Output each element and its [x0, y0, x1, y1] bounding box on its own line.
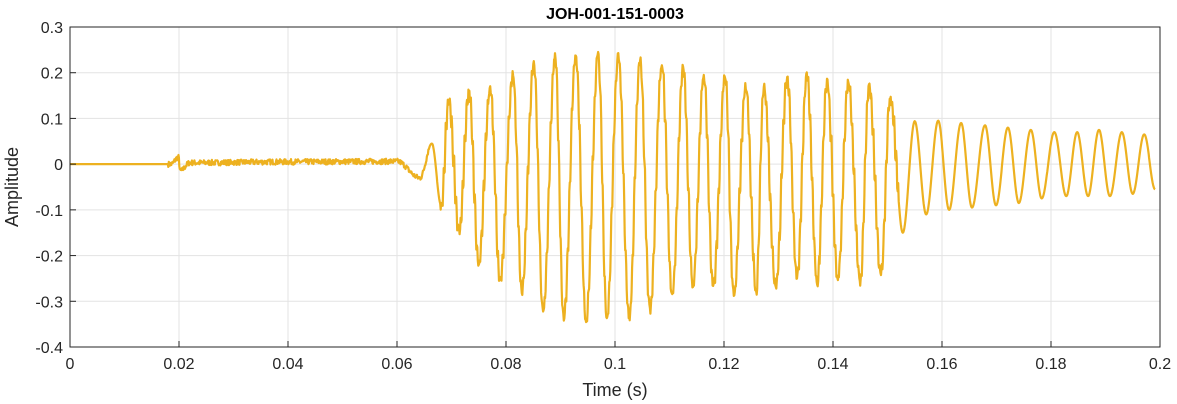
- waveform-series: [69, 50, 1156, 324]
- y-tick-label: -0.1: [35, 203, 63, 220]
- y-tick-label: -0.4: [35, 340, 63, 357]
- x-tick-label: 0.08: [490, 356, 521, 373]
- x-tick-label: 0: [66, 356, 75, 373]
- y-tick-label: 0: [54, 157, 63, 174]
- x-axis-label: Time (s): [582, 380, 647, 400]
- x-tick-label: 0.04: [272, 356, 303, 373]
- x-tick-label: 0.16: [926, 356, 957, 373]
- waveform-line: [69, 50, 1156, 324]
- x-tick-label: 0.12: [708, 356, 739, 373]
- y-tick-label: -0.2: [35, 249, 63, 266]
- x-tick-label: 0.1: [604, 356, 626, 373]
- x-tick-label: 0.2: [1149, 356, 1171, 373]
- x-tick-label: 0.06: [381, 356, 412, 373]
- y-tick-label: 0.1: [41, 111, 63, 128]
- y-tick-label: 0.3: [41, 20, 63, 37]
- chart-title: JOH-001-151-0003: [546, 6, 684, 23]
- x-tick-label: 0.18: [1035, 356, 1066, 373]
- y-tick-label: -0.3: [35, 294, 63, 311]
- x-tick-label: 0.02: [163, 356, 194, 373]
- x-tick-label: 0.14: [817, 356, 848, 373]
- y-tick-label: 0.2: [41, 66, 63, 83]
- y-axis-label: Amplitude: [2, 147, 22, 227]
- grid: [69, 26, 1161, 348]
- tick-labels: 0 0.02 0.04 0.06 0.08 0.1 0.12 0.14 0.16 0.18 0.2 0…: [35, 20, 1171, 373]
